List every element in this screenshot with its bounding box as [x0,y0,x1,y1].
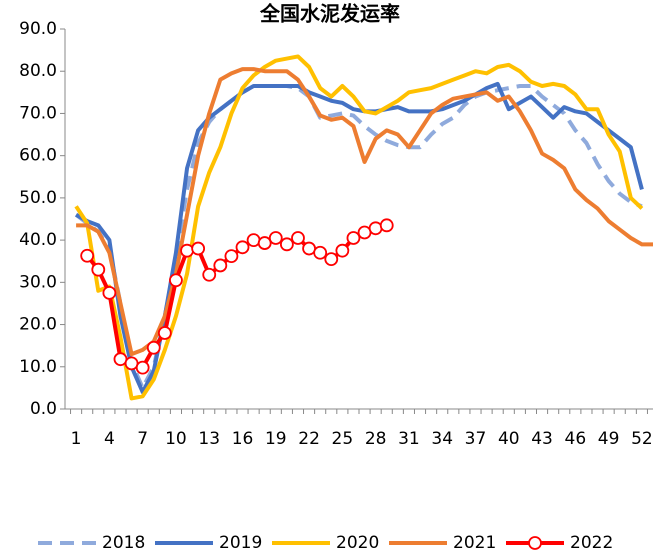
x-tick-label: 19 [265,429,287,449]
y-tick-label: 40.0 [19,230,57,250]
series-marker [80,248,95,263]
series-marker [379,218,394,233]
y-tick-label: 30.0 [19,272,57,292]
x-tick-label: 49 [598,429,620,449]
series-marker [268,231,283,245]
series-marker [202,267,217,282]
x-tick-label: 28 [365,429,387,449]
series-marker [180,243,194,258]
chart-title: 全国水泥发运率 [259,2,400,26]
x-tick-label: 37 [465,429,487,449]
x-tick-label: 46 [565,429,587,449]
series-marker [169,273,183,288]
x-tick-label: 34 [431,429,453,449]
y-tick-label: 60.0 [19,146,57,166]
series-line [76,67,653,357]
x-tick-label: 31 [398,429,420,449]
series-marker [191,241,206,256]
series-marker [246,233,261,248]
series-marker [291,231,305,245]
legend-label: 2022 [570,533,613,553]
series-marker [346,231,361,245]
series-marker [157,326,172,340]
x-tick-label: 25 [332,429,354,449]
series-marker [102,285,117,300]
x-tick-label: 13 [198,429,220,449]
series-marker [235,240,250,255]
x-tick-label: 40 [498,429,520,449]
legend-label: 2018 [102,533,145,553]
legend-label: 2019 [219,533,262,553]
x-tick-label: 16 [232,429,254,449]
y-tick-label: 10.0 [19,357,57,377]
y-tick-label: 20.0 [19,315,57,335]
x-tick-label: 10 [165,429,187,449]
series-marker [213,258,228,273]
y-tick-label: 80.0 [19,61,57,81]
x-tick-label: 1 [71,429,82,449]
legend-label: 2021 [453,533,496,553]
x-tick-label: 52 [631,429,653,449]
y-tick-label: 70.0 [19,103,57,123]
series-marker [335,243,350,258]
series-marker [146,340,161,355]
y-tick-label: 90.0 [19,19,57,39]
series-marker [368,221,383,236]
x-tick-label: 4 [104,429,115,449]
series-line [75,81,644,395]
series-marker [313,245,328,260]
series-marker [91,262,106,277]
series-marker [324,252,339,267]
x-tick-label: 7 [137,429,148,449]
series-marker [224,249,239,264]
legend-marker [528,536,542,550]
series-marker [135,360,150,375]
x-tick-label: 22 [298,429,320,449]
x-tick-label: 43 [531,429,553,449]
series-marker [257,236,272,250]
y-tick-label: 50.0 [19,188,57,208]
series-marker [279,237,294,252]
y-tick-label: 0.0 [30,399,57,419]
legend-label: 2020 [336,533,379,553]
